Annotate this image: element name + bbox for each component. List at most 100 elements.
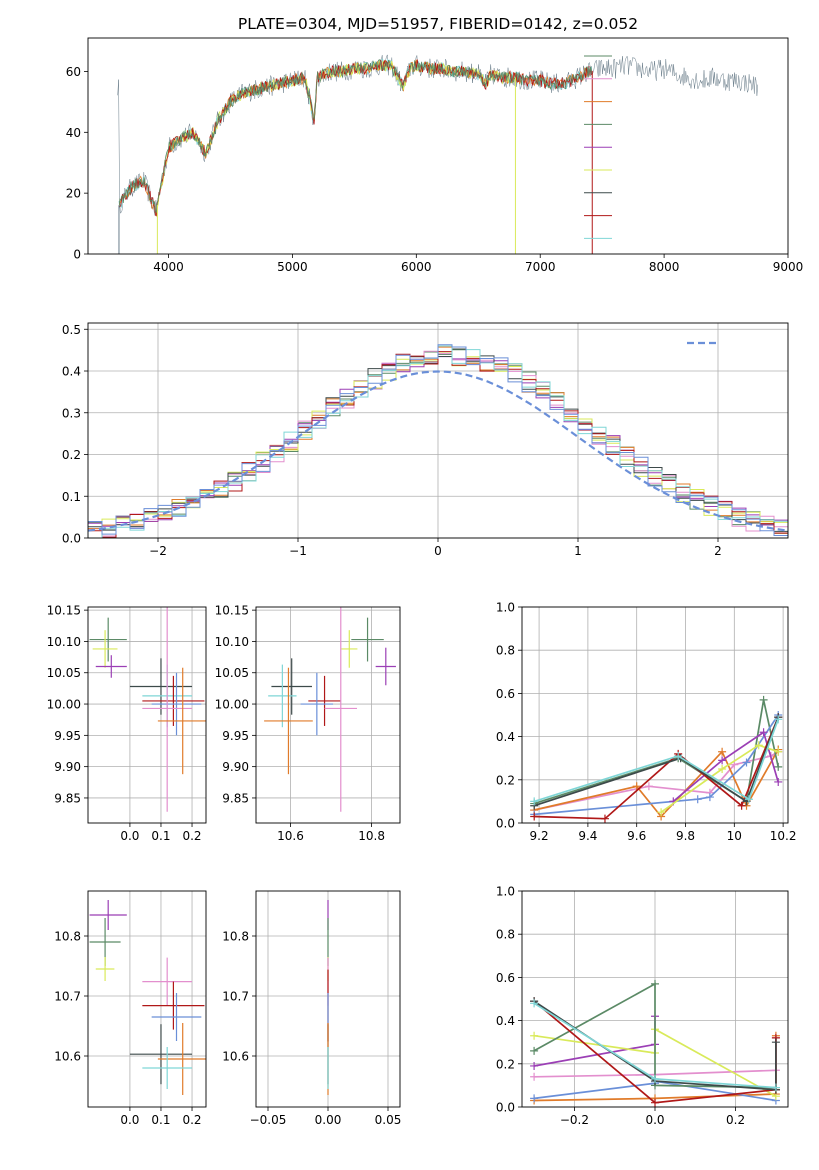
plot-area (264, 607, 396, 812)
series-point-marker (718, 747, 727, 756)
x-tick-label: 9.4 (578, 829, 597, 843)
series-point-marker (705, 793, 714, 802)
x-tick-label: 0.1 (151, 1113, 170, 1127)
y-tick-label: 0.0 (62, 532, 81, 546)
series-point-marker (759, 695, 768, 704)
axes-frame (87, 37, 789, 255)
x-tick-label: 9.2 (530, 829, 549, 843)
y-tick-label: 0.2 (62, 448, 81, 462)
series-point-marker (771, 1038, 780, 1047)
series-point-marker (718, 765, 727, 773)
x-tick-label: 10.6 (277, 829, 304, 843)
y-tick-label: 1.0 (496, 885, 515, 899)
y-tick-label: 10.8 (54, 930, 81, 944)
x-tick-label: 0.1 (151, 829, 170, 843)
y-tick-label: 0.3 (62, 406, 81, 420)
x-tick-label: 10.8 (358, 829, 385, 843)
x-tick-label: 0.00 (315, 1113, 342, 1127)
y-tick-label: 9.95 (54, 729, 81, 743)
x-tick-label: −1 (289, 544, 307, 558)
series-line (533, 716, 779, 807)
legend (584, 55, 612, 239)
y-tick-label: 1.0 (496, 601, 515, 615)
series-point-marker (737, 801, 746, 810)
y-tick-label: 0.4 (496, 730, 515, 744)
series-line (534, 749, 779, 818)
axes-frame (521, 890, 789, 1108)
plot-area (117, 54, 759, 254)
y-tick-label: 10.10 (215, 635, 249, 649)
series-point-marker (718, 756, 727, 765)
y-tick-label: 0.8 (496, 928, 515, 942)
axes-frame (87, 890, 207, 1108)
y-tick-label: 0.4 (496, 1014, 515, 1028)
panel-Z-age: 0.0 0.1 0.2 9.85 9.90 9.95 10.00 10.05 10.10 10.1… (47, 604, 207, 843)
panel-residuals: −2 −1 0 1 2 0.0 0.1 0.2 0.3 0.4 0.5 (62, 322, 789, 558)
x-tick-label: 0 (434, 544, 442, 558)
series-point-marker (774, 762, 783, 771)
y-tick-label: 10.6 (54, 1050, 81, 1064)
x-tick-label: 0.2 (182, 1113, 201, 1127)
series-point-marker (651, 1074, 659, 1083)
series-point-marker (693, 795, 702, 804)
axes-frame (255, 606, 401, 824)
x-tick-label: 10 (727, 829, 742, 843)
series-line (533, 699, 780, 805)
series-line (533, 719, 779, 803)
y-tick-label: 9.90 (54, 760, 81, 774)
series-point-marker (632, 782, 641, 791)
y-tick-label: 20 (66, 187, 81, 201)
y-tick-label: 9.85 (222, 791, 249, 805)
series-point-marker (754, 741, 763, 750)
panel-EBV-mass: −0.05 0.00 0.05 10.6 10.7 10.8 (222, 890, 402, 1127)
x-tick-label: 8000 (649, 260, 680, 274)
axes-frame (87, 322, 789, 539)
y-tick-label: 60 (66, 65, 81, 79)
y-tick-label: 10.15 (215, 604, 249, 618)
panel-spectrum: 4000 5000 6000 7000 8000 9000 0 20 40 60 (66, 37, 804, 274)
y-tick-label: 0.8 (496, 644, 515, 658)
x-tick-label: 0.0 (120, 829, 139, 843)
series-point-marker (530, 1046, 539, 1055)
y-tick-label: 0.1 (62, 490, 81, 504)
histogram-step-line (88, 344, 788, 536)
series-point-marker (600, 814, 609, 823)
series-point-marker (530, 1061, 539, 1070)
series-point-marker (530, 1094, 539, 1103)
y-tick-label: 9.95 (222, 729, 249, 743)
y-tick-label: 10.00 (47, 698, 81, 712)
y-tick-label: 9.90 (222, 760, 249, 774)
y-tick-label: 10.15 (47, 604, 81, 618)
spectrum-model-line (118, 59, 592, 213)
plot-area (89, 900, 206, 1095)
series-line (534, 750, 779, 811)
series-point-marker (774, 715, 783, 724)
x-tick-label: 7000 (525, 260, 556, 274)
x-tick-label: 6000 (401, 260, 432, 274)
x-tick-label: 10.2 (770, 829, 797, 843)
y-tick-label: 0.0 (496, 817, 515, 831)
series-point-marker (774, 747, 783, 756)
panel-age-weight: 9.2 9.4 9.6 9.8 10 10.2 0.0 0.2 0.4 0.6 0.8 1.0 (496, 601, 797, 844)
y-tick-label: 9.85 (54, 791, 81, 805)
series-point-marker (651, 979, 659, 988)
y-tick-label: 0.2 (496, 773, 515, 787)
y-tick-label: 0.5 (62, 323, 81, 337)
series-point-marker (657, 808, 666, 817)
x-tick-label: 5000 (277, 260, 308, 274)
plot-area (89, 607, 206, 812)
y-tick-label: 0 (73, 248, 81, 262)
y-tick-label: 0.6 (496, 687, 515, 701)
y-tick-label: 0.6 (496, 971, 515, 985)
x-tick-label: 0.05 (375, 1113, 402, 1127)
x-tick-label: 9.6 (627, 829, 646, 843)
series-point-marker (771, 1083, 780, 1092)
x-tick-label: 9000 (773, 260, 804, 274)
plot-area (530, 979, 780, 1107)
panel-Z-mass: 0.0 0.1 0.2 10.6 10.7 10.8 (54, 890, 207, 1127)
plot-area (530, 695, 783, 823)
series-point-marker (759, 728, 768, 737)
y-tick-label: 10.00 (215, 698, 249, 712)
x-tick-label: 0.2 (182, 829, 201, 843)
series-point-marker (651, 1098, 659, 1107)
